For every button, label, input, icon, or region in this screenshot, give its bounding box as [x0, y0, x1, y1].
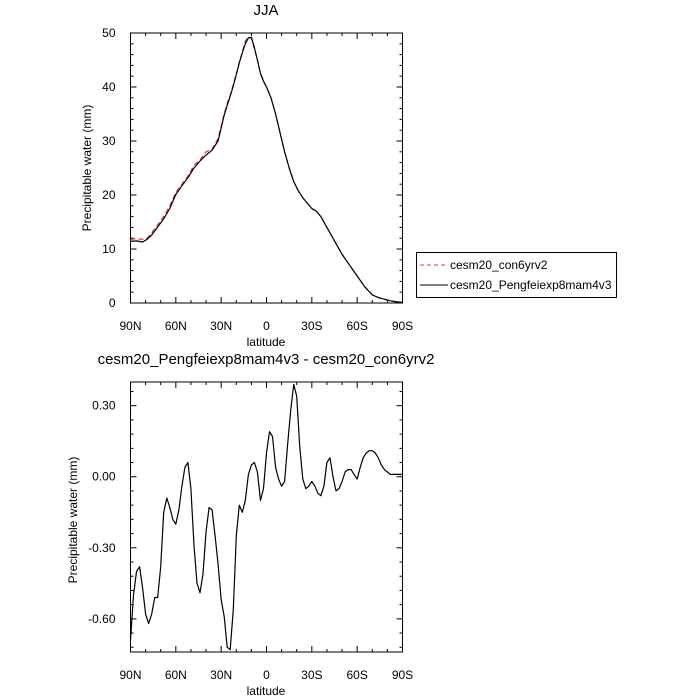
- x-tick-label: 0: [263, 668, 270, 682]
- legend-label-con6yrv2: cesm20_con6yrv2: [450, 258, 548, 272]
- panel-top: JJA latitude Precipitable water (mm) 90N…: [80, 2, 413, 349]
- x-tick-label: 60N: [165, 319, 187, 333]
- x-tick-label: 90S: [392, 319, 413, 333]
- x-tick-label: 0: [263, 319, 270, 333]
- series-line-0-1: [130, 36, 403, 304]
- y-tick-label: -0.60: [88, 612, 116, 626]
- panel-bottom: cesm20_Pengfeiexp8mam4v3 - cesm20_con6yr…: [66, 351, 434, 698]
- panel-bottom-lines: [129, 383, 403, 651]
- y-tick-label: 20: [102, 188, 116, 202]
- panel-top-lines: [130, 36, 403, 304]
- series-line-0-0: [130, 36, 403, 304]
- legend-label-pengfei: cesm20_Pengfeiexp8mam4v3: [450, 278, 612, 292]
- y-tick-label: -0.30: [88, 541, 116, 555]
- legend: cesm20_con6yrv2 cesm20_Pengfeiexp8mam4v3: [416, 252, 617, 298]
- x-tick-label: 60S: [346, 668, 367, 682]
- x-tick-label: 30S: [301, 668, 322, 682]
- y-tick-label: 0.00: [92, 470, 116, 484]
- panel-top-xlabel: latitude: [247, 335, 286, 349]
- panel-bottom-xlabel: latitude: [247, 684, 286, 698]
- panel-top-ylabel: Precipitable water (mm): [80, 105, 94, 232]
- y-tick-label: 30: [102, 134, 116, 148]
- panel-top-frame: [130, 32, 403, 304]
- panel-top-title: JJA: [253, 2, 278, 19]
- y-tick-label: 10: [102, 242, 116, 256]
- x-tick-label: 30S: [301, 319, 322, 333]
- series-line-1-0: [129, 383, 403, 651]
- x-tick-label: 90N: [119, 319, 141, 333]
- x-tick-label: 30N: [210, 319, 232, 333]
- panel-top-ticks: 90N 60N 30N 0 30S 60S 90S 0 10 20 30 40 50: [102, 26, 413, 333]
- y-tick-label: 0: [109, 296, 116, 310]
- x-tick-label: 30N: [210, 668, 232, 682]
- x-tick-label: 60S: [346, 319, 367, 333]
- panel-bottom-ylabel: Precipitable water (mm): [66, 457, 80, 584]
- y-tick-label: 50: [102, 26, 116, 40]
- x-tick-label: 60N: [165, 668, 187, 682]
- panel-bottom-frame: [130, 381, 403, 653]
- legend-box: [416, 252, 617, 298]
- y-tick-label: 0.30: [92, 399, 116, 413]
- panel-bottom-ticks: 90N 60N 30N 0 30S 60S 90S 0.30 0.00 -0.30 -0.60: [88, 382, 413, 682]
- y-tick-label: 40: [102, 80, 116, 94]
- x-tick-label: 90S: [392, 668, 413, 682]
- panel-bottom-title: cesm20_Pengfeiexp8mam4v3 - cesm20_con6yr…: [98, 351, 435, 368]
- x-tick-label: 90N: [119, 668, 141, 682]
